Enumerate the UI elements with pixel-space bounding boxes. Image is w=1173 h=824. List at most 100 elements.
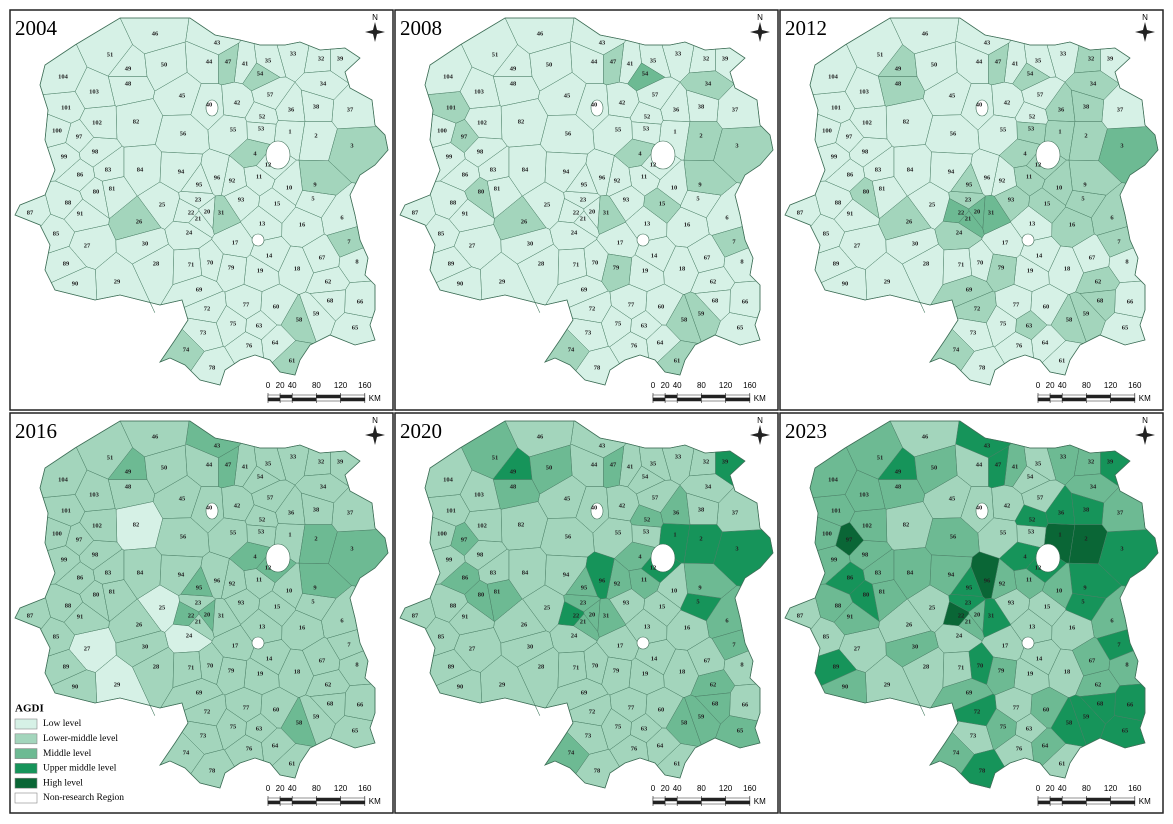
region-label: 24 [186, 632, 193, 639]
region-label: 101 [831, 104, 841, 111]
region-label: 30 [142, 643, 149, 650]
scale-tick-label: 120 [1104, 784, 1118, 793]
region-label: 20 [974, 611, 981, 618]
region-label: 8 [355, 661, 359, 668]
region-label: 50 [931, 61, 938, 68]
region-label: 68 [1097, 297, 1104, 304]
region-label: 50 [931, 464, 938, 471]
region-label: 83 [490, 569, 497, 576]
region-label: 48 [510, 80, 517, 87]
scale-segment [652, 394, 666, 399]
region-label: 40 [591, 101, 598, 108]
region-label: 82 [518, 118, 525, 125]
region-label: 37 [347, 509, 354, 516]
region-label: 61 [289, 357, 296, 364]
region [223, 185, 260, 222]
north-label: N [372, 13, 378, 22]
region-label: 26 [136, 621, 143, 628]
region-label: 38 [313, 103, 320, 110]
region-label: 89 [448, 663, 455, 670]
region-label: 31 [218, 209, 225, 216]
map-panel: 1234567891011121314151617181920212223242… [9, 9, 394, 411]
region [1021, 479, 1066, 513]
scale-tick-label: 40 [1058, 381, 1067, 390]
region-label: 9 [313, 584, 317, 591]
region-label: 52 [259, 516, 266, 523]
region-label: 99 [61, 153, 68, 160]
region-label: 29 [884, 681, 891, 688]
scale-segment [652, 397, 666, 402]
region-label: 75 [230, 723, 237, 730]
scale-segment [1049, 394, 1063, 399]
non-research-region [636, 233, 650, 247]
region-label: 77 [243, 301, 250, 308]
region-label: 32 [1088, 458, 1095, 465]
region-label: 62 [325, 681, 332, 688]
region-label: 79 [998, 667, 1005, 674]
region-label: 92 [229, 177, 236, 184]
region-label: 34 [1090, 80, 1097, 87]
region-label: 35 [265, 460, 272, 467]
scale-unit: KM [1139, 394, 1151, 403]
region-label: 64 [272, 339, 279, 346]
scale-segment [279, 397, 293, 402]
region-label: 87 [27, 612, 34, 619]
scale-tick-label: 80 [697, 381, 706, 390]
region-label: 35 [650, 460, 657, 467]
region-label: 58 [296, 719, 303, 726]
region-label: 71 [573, 261, 580, 268]
region [893, 547, 932, 600]
north-label: N [1142, 13, 1148, 22]
scale-tick-label: 20 [1046, 784, 1055, 793]
region-label: 1 [1058, 531, 1061, 538]
region-label: 6 [1110, 617, 1114, 624]
region-label: 40 [976, 101, 983, 108]
non-research-region [265, 543, 291, 573]
region-label: 45 [564, 495, 571, 502]
region-label: 71 [573, 664, 580, 671]
region-label: 39 [1107, 458, 1114, 465]
region-label: 19 [642, 670, 649, 677]
region-label: 59 [1083, 713, 1090, 720]
region-label: 25 [544, 604, 551, 611]
region-label: 102 [92, 119, 102, 126]
region-label: 39 [337, 458, 344, 465]
region-label: 60 [1043, 706, 1050, 713]
north-label: N [757, 416, 763, 425]
region-label: 44 [976, 58, 983, 65]
region-label: 69 [196, 286, 203, 293]
region-label: 25 [929, 201, 936, 208]
land-outline [14, 420, 389, 789]
region-label: 10 [1056, 184, 1063, 191]
region [300, 492, 335, 525]
year-label: 2023 [785, 419, 827, 443]
region-label: 92 [999, 177, 1006, 184]
region-label: 75 [615, 320, 622, 327]
region [1070, 492, 1105, 525]
region-label: 79 [613, 667, 620, 674]
scale-segment [316, 797, 341, 802]
region [123, 144, 162, 197]
region-label: 47 [610, 461, 617, 468]
region [218, 445, 240, 489]
region [833, 601, 880, 636]
scale-tick-label: 0 [1036, 381, 1041, 390]
region-label: 25 [159, 201, 166, 208]
region-label: 85 [53, 633, 60, 640]
region-label: 74 [183, 346, 190, 353]
region [685, 89, 720, 122]
region-label: 47 [225, 461, 232, 468]
region-label: 60 [1043, 303, 1050, 310]
scale-segment [701, 394, 726, 399]
scale-tick-label: 40 [1058, 784, 1067, 793]
region-label: 17 [232, 239, 239, 246]
region-label: 37 [1117, 106, 1124, 113]
region-label: 29 [114, 681, 121, 688]
region-label: 80 [478, 188, 485, 195]
region-label: 56 [565, 130, 572, 137]
region-label: 55 [615, 126, 622, 133]
region-label: 61 [674, 357, 681, 364]
region-label: 88 [835, 602, 842, 609]
scale-segment [267, 394, 281, 399]
region-label: 85 [53, 230, 60, 237]
